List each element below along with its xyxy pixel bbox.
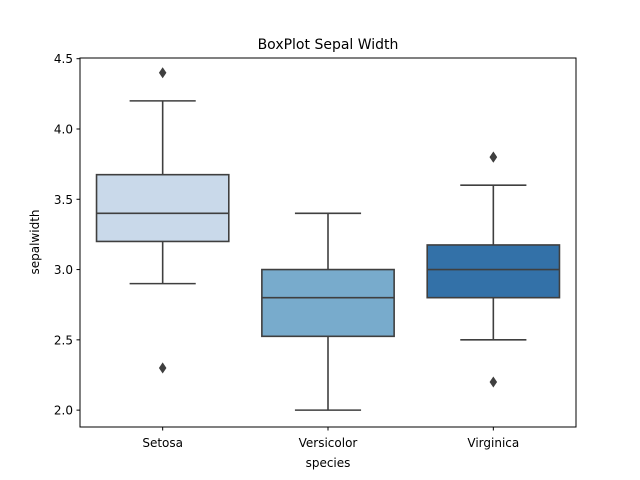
x-axis: Setosa Versicolor Virginica [142, 427, 519, 450]
chart-title: BoxPlot Sepal Width [258, 37, 399, 53]
box-iqr [261, 268, 395, 338]
box-group [261, 212, 395, 411]
y-tick-label: 2.5 [54, 333, 73, 347]
y-tick-label: 4.0 [54, 122, 73, 136]
y-tick-label: 3.5 [54, 193, 73, 207]
y-axis: 2.0 2.5 3.0 3.5 4.0 4.5 [54, 52, 80, 418]
box-group [95, 67, 230, 374]
x-axis-label: species [306, 456, 351, 470]
outlier-point [158, 67, 167, 79]
y-tick-label: 2.0 [54, 404, 73, 418]
outlier-point [158, 362, 167, 374]
box-group [426, 151, 561, 388]
outlier-point [489, 376, 498, 388]
boxes-layer [95, 67, 561, 411]
box-iqr [426, 244, 561, 299]
x-tick-label: Virginica [467, 436, 519, 450]
y-tick-label: 4.5 [54, 52, 73, 66]
x-tick-label: Setosa [142, 436, 183, 450]
y-tick-label: 3.0 [54, 263, 73, 277]
x-tick-label: Versicolor [299, 436, 358, 450]
y-axis-label: sepalwidth [28, 209, 42, 274]
box-iqr [95, 173, 230, 243]
outlier-point [489, 151, 498, 163]
